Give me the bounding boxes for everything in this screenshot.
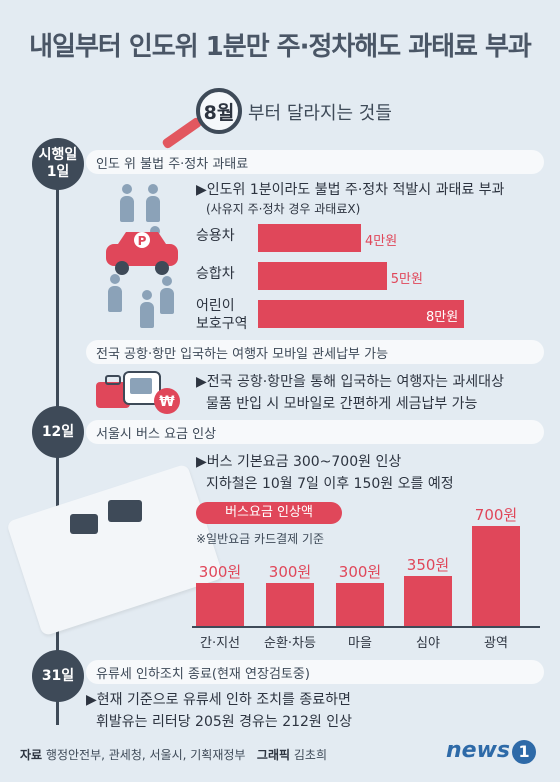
section-desc-3-line1: ▶버스 기본요금 300~700원 인상 — [196, 454, 402, 470]
bus-chart-value-label: 300원 — [198, 563, 242, 582]
date-badge-4: 31일 — [32, 650, 84, 702]
luggage-icon — [96, 371, 161, 408]
fine-chart-value-label: 5만원 — [390, 272, 423, 287]
bus-chart-value-label: 300원 — [338, 563, 382, 582]
bus-chart-bar — [196, 583, 244, 626]
date-badge-1: 시행일 1일 — [32, 138, 84, 190]
section-label-4: 유류세 인하조치 종료(현재 연장검토중) — [86, 660, 544, 684]
fine-chart-value-label: 4만원 — [365, 234, 398, 249]
fine-chart-category: 어린이 보호구역 — [196, 298, 248, 332]
bus-chart-value-label: 300원 — [268, 563, 312, 582]
bus-chart-category: 순환·차등 — [264, 636, 316, 651]
fine-chart-category: 승용차 — [196, 228, 235, 244]
magnifier-icon — [196, 88, 242, 134]
bus-chart-category: 마을 — [348, 636, 372, 651]
bus-chart-tag: 버스요금 인상액 — [196, 502, 342, 524]
fine-chart-bar — [258, 224, 361, 252]
section-label-3: 서울시 버스 요금 인상 — [86, 420, 544, 444]
fine-chart-bar — [258, 262, 387, 290]
person-icon — [146, 184, 160, 222]
fine-chart-category: 승합차 — [196, 266, 235, 282]
bus-chart-value-label: 700원 — [474, 506, 518, 524]
date-badge-3: 12일 — [32, 406, 84, 458]
bus-icon — [70, 500, 142, 534]
date-badge-line2: 1일 — [46, 164, 70, 180]
section-label-2: 전국 공항·항만 입국하는 여행자 모바일 관세납부 가능 — [86, 340, 544, 364]
section-desc-4-line2: 휘발유는 리터당 205원 경유는 212원 인상 — [96, 714, 353, 730]
fine-chart-value-label: 8만원 — [426, 310, 459, 325]
logo-text: news — [446, 738, 511, 763]
parking-sign-label: P — [138, 234, 147, 248]
bus-chart-bar — [266, 583, 314, 626]
bus-chart-bar — [404, 576, 452, 626]
footer-source: 행정안전부, 관세청, 서울시, 기획재정부 — [45, 748, 246, 762]
won-symbol: ₩ — [159, 394, 175, 410]
date-badge-line1: 시행일 — [38, 147, 78, 164]
section-desc-2-line2: 물품 반입 시 모바일로 간편하게 세금납부 가능 — [206, 396, 478, 412]
section-desc-1-line2: (사유지 주·정차 경우 과태료X) — [206, 202, 361, 216]
section-desc-2-line1: ▶전국 공항·항만을 통해 입국하는 여행자는 과세대상 — [196, 374, 504, 390]
bus-chart-baseline — [192, 626, 540, 628]
bus-chart-note: ※일반요금 카드결제 기준 — [196, 532, 325, 546]
person-icon — [140, 290, 154, 328]
footer-graphic-label: 그래픽 — [256, 748, 291, 762]
subtitle-highlight: 8월 — [203, 102, 235, 124]
section-desc-4-line1: ▶현재 기준으로 유류세 인하 조치를 종료하면 — [86, 692, 351, 708]
person-icon — [160, 276, 174, 314]
fine-chart-bar — [258, 300, 464, 328]
date-badge-line1: 31일 — [41, 667, 75, 684]
person-icon — [108, 274, 122, 312]
section-desc-1-line1: ▶인도위 1분이라도 불법 주·정차 적발시 과태료 부과 — [196, 182, 505, 198]
page-title: 내일부터 인도위 1분만 주·정차해도 과태료 부과 — [29, 32, 532, 62]
footer-graphic: 김초희 — [293, 748, 327, 762]
bus-chart-value-label: 350원 — [406, 556, 450, 574]
footer-credits: 자료 행정안전부, 관세청, 서울시, 기획재정부 그래픽 김초희 — [20, 746, 327, 763]
bus-chart-bar — [336, 583, 384, 626]
won-coin-icon: ₩ — [154, 388, 180, 414]
person-icon — [120, 184, 134, 222]
news1-logo: news 1 — [446, 738, 537, 764]
bus-chart-category: 간·지선 — [199, 636, 240, 651]
section-desc-3-line2: 지하철은 10월 7일 이후 150원 오를 예정 — [206, 476, 454, 492]
subtitle-text: 부터 달라지는 것들 — [248, 103, 392, 124]
bus-chart-bar — [472, 526, 520, 626]
footer-source-label: 자료 — [20, 748, 43, 762]
bus-chart-category: 광역 — [484, 636, 508, 651]
logo-number: 1 — [512, 740, 537, 764]
car-icon: P — [106, 232, 178, 275]
bus-chart-category: 심야 — [416, 636, 440, 651]
date-badge-line1: 12일 — [41, 423, 75, 440]
section-label-1: 인도 위 불법 주·정차 과태료 — [86, 150, 544, 174]
